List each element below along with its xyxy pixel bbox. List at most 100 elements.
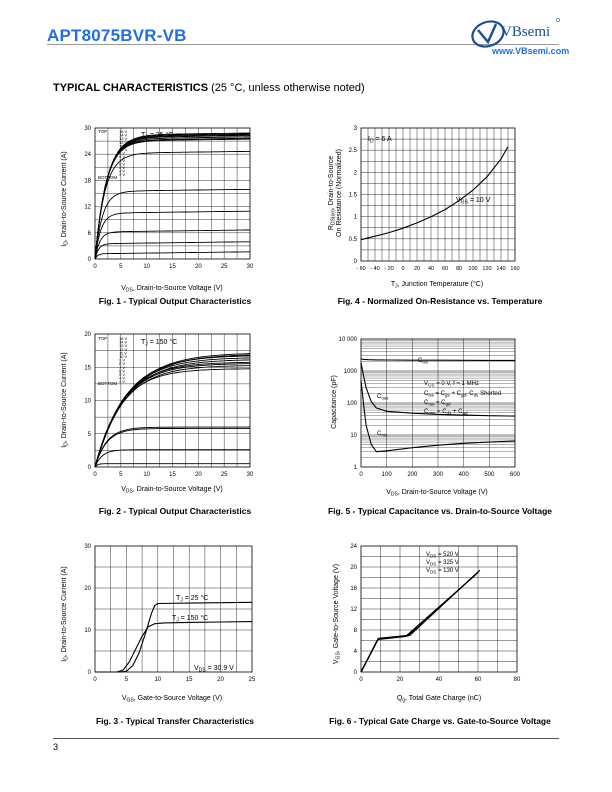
- fig3-annotation-vds: VDS = 30.9 V: [194, 665, 234, 674]
- fig2-curve-7: [94, 365, 251, 468]
- fig2-legend-bottom: BOTTOM: [98, 381, 117, 386]
- section-title: TYPICAL CHARACTERISTICS (25 °C, unless o…: [53, 82, 365, 94]
- fig3-annotation-150: TJ = 150 °C: [172, 614, 208, 624]
- fig5-xtick-label: 600: [510, 472, 521, 478]
- fig1-vgs-label: 9 V: [119, 151, 125, 156]
- fig4-xtick-label: 100: [468, 266, 477, 272]
- fig6-series-0: [360, 569, 481, 673]
- fig2-xtick-label: 25: [221, 472, 228, 478]
- fig4-annotation-vgs: VGS = 10 V: [456, 197, 491, 206]
- fig1-ytick-label: 12: [84, 205, 91, 211]
- fig5-xtick-label: 500: [484, 472, 495, 478]
- fig1-vgs-label: 4 V: [119, 169, 125, 174]
- header-divider: [47, 44, 559, 45]
- fig1-xtick-label: 0: [93, 264, 97, 270]
- fig4-xtick-label: 120: [482, 266, 491, 272]
- fig1-vgs-label: 5 V: [119, 165, 125, 170]
- fig2-xtick-label: 5: [119, 472, 123, 478]
- fig2-ytick-label: 10: [84, 399, 91, 405]
- fig6-ytick-label: 20: [350, 565, 357, 571]
- fig5-label-crss: Crss: [377, 431, 388, 438]
- fig6-annotation-130: VDS = 130 V: [426, 568, 459, 575]
- fig2-vgs-label: 15 V: [119, 336, 128, 341]
- fig2-plot-frame: [94, 333, 251, 468]
- fig4-ytick-label: 2: [354, 170, 358, 176]
- fig3-series-0: [95, 601, 253, 673]
- fig2-curve-5: [94, 361, 251, 468]
- fig4-xtick-label: 160: [510, 266, 519, 272]
- fig1-curve-8: [94, 188, 250, 260]
- fig2-vgs-label: 4 V: [119, 376, 125, 381]
- fig1-vgs-label: 14 V: [119, 133, 128, 138]
- fig2-curve-8: [94, 368, 250, 468]
- fig1-xtick-label: 25: [221, 264, 228, 270]
- fig2-curve-12: [94, 463, 250, 468]
- fig4-ytick-label: 2.5: [349, 148, 358, 154]
- fig1-curve-9: [94, 210, 250, 260]
- fig4-annotation-id: ID = 6 A: [368, 136, 392, 145]
- fig6-series-2: [360, 573, 477, 673]
- fig5-plot-frame: [360, 338, 516, 468]
- fig4-ylabel: RDS(on), Drain-to-Source: [328, 156, 337, 230]
- fig6-xtick-label: 60: [475, 677, 482, 683]
- fig2-annotation: TJ = 150 °C: [141, 338, 177, 348]
- fig3-ylabel: ID, Drain-to-Source Current (A): [61, 566, 70, 661]
- fig1-ytick-label: 24: [84, 152, 91, 158]
- fig5-ylabel: Capacitance (pF): [331, 375, 338, 429]
- fig4-xtick-label: 20: [414, 266, 420, 272]
- fig5-ytick-label: 100: [347, 401, 358, 407]
- fig6-chart: 0 20 40 60 80 0 4 8 12 16 20 24 VDS = 520 V VDS = 3…: [333, 544, 521, 704]
- fig1-xlabel: VDS, Drain-to-Source Voltage (V): [121, 285, 223, 294]
- fig4-caption: Fig. 4 - Normalized On-Resistance vs. Te…: [337, 296, 543, 306]
- fig5-xtick-label: 300: [433, 472, 444, 478]
- fig6-annotation-520: VDS = 520 V: [426, 552, 459, 559]
- fig5-cond-coss: Coss = Cds + Cgd: [424, 409, 468, 416]
- fig1-curve-7: [94, 150, 250, 260]
- fig1-vgs-label: 10 V: [119, 147, 128, 152]
- fig6-ytick-label: 12: [350, 607, 357, 613]
- fig4-xtick-label: - 60: [356, 266, 365, 272]
- fig2-curve-10: [94, 427, 250, 468]
- page-number: 3: [53, 742, 59, 752]
- fig3-xtick-label: 15: [186, 677, 193, 683]
- part-number: APT8075BVR-VB: [47, 26, 187, 45]
- fig1-xtick-label: 15: [169, 264, 176, 270]
- fig6-annotation-325: VDS = 325 V: [426, 560, 459, 567]
- fig1-caption: Fig. 1 - Typical Output Characteristics: [98, 296, 252, 306]
- fig2-xtick-label: 20: [195, 472, 202, 478]
- fig4-series-0: [360, 146, 509, 241]
- footer-divider: [53, 738, 559, 739]
- fig5-caption: Fig. 5 - Typical Capacitance vs. Drain-t…: [327, 506, 553, 516]
- fig2-vgs-label: 6 V: [119, 368, 125, 373]
- fig3-xtick-label: 25: [249, 677, 256, 683]
- fig4-xtick-label: - 20: [384, 266, 393, 272]
- fig2-vgs-label: 13 V: [119, 343, 128, 348]
- fig6-ytick-label: 16: [350, 586, 357, 592]
- fig3-ytick-label: 20: [84, 586, 91, 592]
- fig3-xtick-label: 20: [217, 677, 224, 683]
- fig5-ytick-label: 10 000: [339, 337, 358, 343]
- fig1-vgs-label: 15 V: [119, 129, 128, 134]
- fig4-ytick-label: 1: [354, 215, 358, 221]
- fig3-ytick-label: 0: [88, 670, 92, 676]
- fig1-plot-frame: [94, 127, 251, 260]
- fig5-series-0: [360, 358, 515, 361]
- fig4-xlabel: TJ, Junction Temperature (°C): [391, 280, 483, 290]
- fig4-ylabel-2: On Resistance (Normalized): [336, 149, 343, 237]
- fig1-curve-1: [94, 133, 250, 260]
- logo-url[interactable]: www.VBsemi.com: [492, 46, 570, 56]
- fig1-ytick-label: 6: [88, 231, 92, 237]
- fig1-vgs-label: 11 V: [119, 143, 127, 148]
- fig6-ytick-label: 0: [354, 670, 358, 676]
- fig3-xtick-label: 10: [154, 677, 161, 683]
- fig1-vgs-label: 3 V: [119, 172, 125, 177]
- fig4-chart: - 60 - 40 - 20 0 20 40 60 80 100 120 140 160 0 0.5 1 1.…: [328, 126, 520, 290]
- fig5-xtick-label: 400: [459, 472, 470, 478]
- fig2-caption: Fig. 2 - Typical Output Characteristics: [98, 506, 252, 516]
- fig1-vgs-label: 12 V: [119, 140, 128, 145]
- fig2-vgs-label: 3 V: [119, 379, 125, 384]
- fig1-curve-10: [94, 229, 250, 260]
- fig3-xtick-label: 5: [125, 677, 129, 683]
- fig1-legend-top: TOP: [98, 129, 107, 134]
- fig5-cond: VGS = 0 V, f = 1 MHz: [424, 381, 479, 388]
